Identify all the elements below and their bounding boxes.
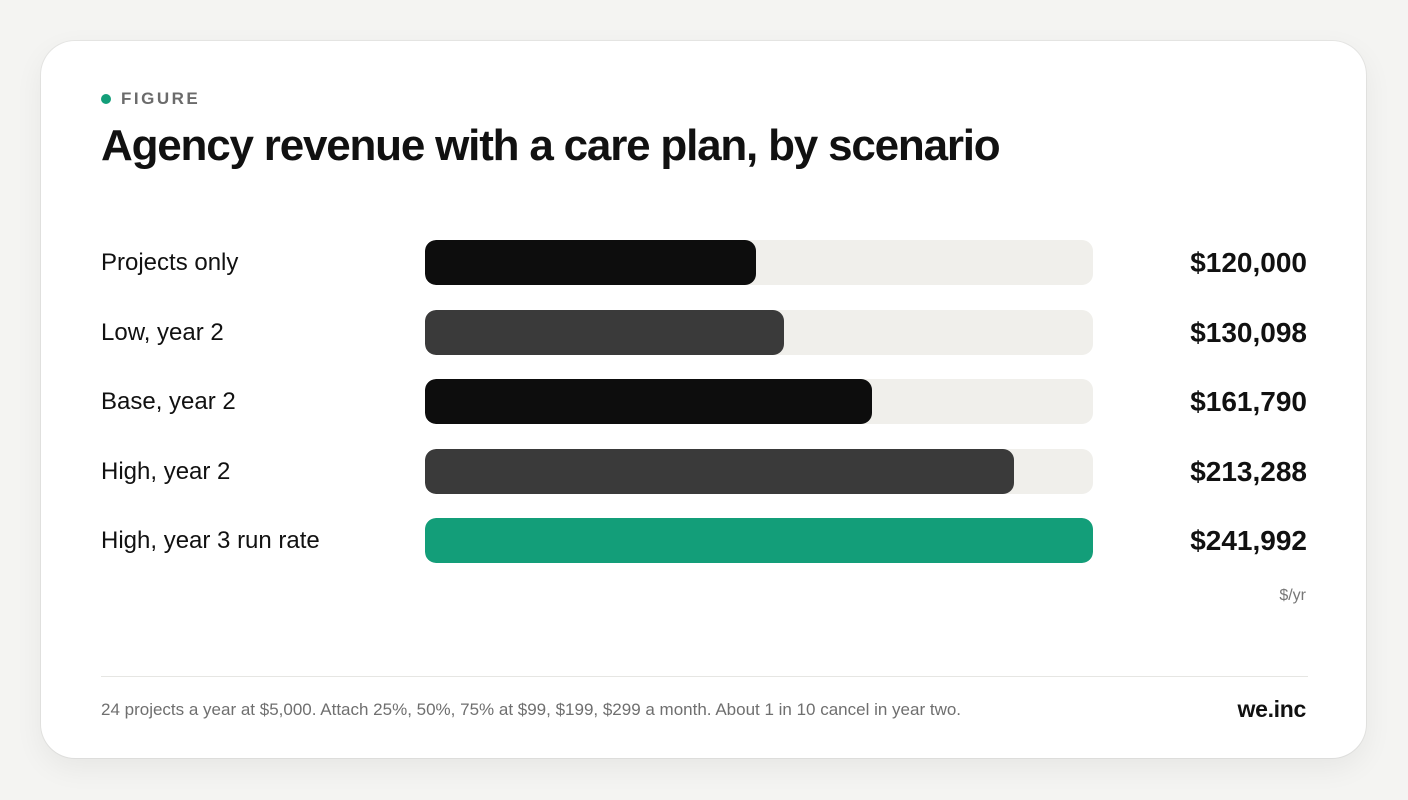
bar-category-label: High, year 3 run rate	[101, 527, 320, 554]
bar	[425, 309, 784, 355]
figure-card: FIGURE Agency revenue with a care plan, …	[41, 41, 1366, 758]
bar-row: High, year 3 run rate $241,992	[101, 518, 1307, 563]
bar-track	[425, 448, 1093, 494]
bar-row: Projects only $120,000	[101, 240, 1307, 285]
status-dot-icon	[101, 94, 111, 104]
figure-eyebrow: FIGURE	[101, 89, 200, 109]
bar-category-label: Low, year 2	[101, 318, 224, 346]
bar-chart: Projects only $120,000 Low, year 2 $130,098…	[101, 240, 1307, 588]
bar-value-label: $161,790	[1190, 386, 1307, 417]
bar-track	[425, 518, 1093, 563]
bar-track	[425, 379, 1093, 424]
bar-value-label: $130,098	[1190, 316, 1307, 348]
bar	[425, 240, 756, 285]
bar-value-label: $241,992	[1190, 525, 1307, 556]
footnote: 24 projects a year at $5,000. Attach 25%…	[101, 700, 962, 719]
bar-category-label: Base, year 2	[101, 388, 236, 415]
bar	[425, 448, 1014, 494]
footer-divider	[101, 676, 1308, 677]
bar-category-label: Projects only	[101, 249, 239, 276]
bar-row: High, year 2 $213,288	[101, 448, 1307, 494]
bar	[425, 379, 872, 424]
bar-value-label: $213,288	[1190, 455, 1307, 487]
bar-row: Base, year 2 $161,790	[101, 379, 1307, 424]
brand-logo: we.inc	[1237, 696, 1306, 722]
bar-value-label: $120,000	[1190, 247, 1307, 278]
chart-title: Agency revenue with a care plan, by scen…	[101, 121, 1001, 170]
figure-label: FIGURE	[121, 89, 201, 108]
bar-row: Low, year 2 $130,098	[101, 309, 1307, 355]
bar-track	[425, 309, 1093, 355]
bar	[425, 518, 1093, 563]
bar-category-label: High, year 2	[101, 457, 231, 485]
unit-label: $/yr	[1279, 587, 1306, 604]
bar-track	[425, 240, 1093, 285]
